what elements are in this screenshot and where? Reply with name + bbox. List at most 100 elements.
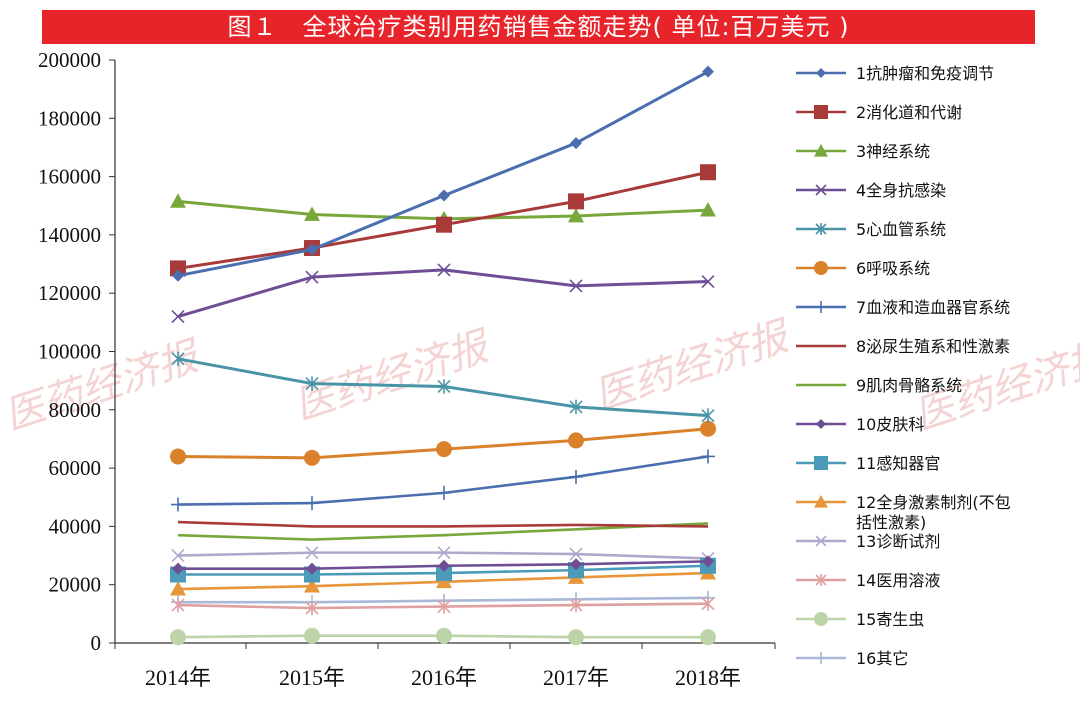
marker-diamond — [702, 555, 714, 568]
legend-label: 15寄生虫 — [856, 610, 924, 629]
data-point — [814, 612, 828, 626]
data-point — [437, 599, 451, 614]
data-point — [814, 144, 828, 157]
data-point — [701, 408, 715, 423]
y-tick-label: 40000 — [49, 514, 102, 538]
data-point — [815, 301, 827, 313]
data-point — [170, 581, 186, 596]
data-point — [306, 562, 318, 575]
legend-label: 6呼吸系统 — [856, 259, 930, 278]
marker-square — [436, 565, 452, 582]
marker-x — [171, 548, 185, 563]
marker-plus — [701, 449, 715, 464]
marker-square — [700, 164, 716, 181]
x-tick-label: 2017年 — [543, 665, 609, 690]
marker-triangle — [304, 206, 320, 221]
data-point — [569, 547, 583, 561]
marker-diamond — [172, 269, 184, 282]
data-point — [702, 555, 714, 568]
marker-circle — [568, 432, 584, 449]
y-tick-label: 20000 — [49, 573, 102, 597]
legend-label: 10皮肤科 — [856, 415, 924, 434]
marker-square — [568, 193, 584, 210]
legend: 1抗肿瘤和免疫调节 2消化道和代谢 3神经系统 4全身抗感染 5心血管系统 6呼吸系统 7血… — [796, 64, 1011, 668]
marker-circle — [304, 627, 320, 644]
legend-label: 2消化道和代谢 — [856, 103, 962, 122]
legend-label: 1抗肿瘤和免疫调节 — [856, 64, 994, 83]
data-point — [815, 574, 827, 586]
marker-star — [701, 408, 715, 423]
marker-star — [171, 351, 185, 366]
marker-star — [815, 223, 827, 235]
data-point — [814, 261, 828, 275]
marker-x — [305, 270, 319, 284]
marker-circle — [436, 627, 452, 644]
series-line — [177, 268, 709, 318]
marker-x — [437, 263, 451, 277]
marker-diamond — [438, 189, 450, 202]
marker-x — [569, 547, 583, 561]
marker-triangle — [170, 193, 186, 208]
marker-plus — [437, 485, 451, 500]
series-4 — [171, 263, 715, 324]
legend-item-1: 1抗肿瘤和免疫调节 — [796, 64, 994, 83]
legend-label: 14医用溶液 — [856, 571, 940, 590]
marker-star — [815, 574, 827, 586]
marker-triangle — [170, 581, 186, 596]
marker-x — [815, 184, 827, 196]
marker-triangle — [814, 144, 828, 157]
series-2 — [170, 164, 716, 277]
data-point — [172, 562, 184, 575]
data-point — [702, 65, 714, 78]
data-point — [815, 223, 827, 235]
legend-item-10: 10皮肤科 — [796, 415, 924, 434]
y-tick-label: 0 — [91, 631, 102, 655]
marker-plus — [569, 469, 583, 484]
legend-label: 7血液和造血器官系统 — [856, 298, 1010, 317]
data-point — [305, 600, 319, 616]
x-tick-label: 2015年 — [279, 665, 345, 690]
data-point — [305, 376, 319, 391]
data-point — [816, 419, 826, 429]
marker-star — [305, 376, 319, 391]
data-point — [814, 105, 828, 119]
data-point — [436, 441, 452, 458]
series-line — [177, 70, 709, 278]
marker-plus — [815, 301, 827, 313]
marker-circle — [814, 261, 828, 275]
marker-triangle — [568, 207, 584, 223]
data-point — [437, 379, 451, 394]
marker-circle — [436, 441, 452, 458]
legend-label: 12全身激素制剂(不包 — [856, 493, 1011, 512]
marker-x — [305, 546, 319, 560]
marker-x — [815, 535, 827, 547]
marker-diamond — [570, 137, 582, 150]
marker-plus — [815, 652, 827, 664]
data-point — [568, 207, 584, 223]
data-point — [568, 629, 584, 646]
data-point — [170, 260, 186, 277]
data-point — [814, 495, 828, 508]
data-point — [569, 597, 583, 613]
y-tick-label: 60000 — [49, 456, 102, 480]
legend-item-8: 8泌尿生殖系和性激素 — [796, 337, 1010, 356]
data-point — [815, 535, 827, 547]
marker-circle — [170, 629, 186, 646]
legend-label: 4全身抗感染 — [856, 181, 946, 200]
data-point — [306, 243, 318, 256]
legend-item-11: 11感知器官 — [796, 454, 940, 473]
marker-diamond — [570, 558, 582, 571]
marker-triangle — [700, 202, 716, 217]
marker-plus — [305, 496, 319, 511]
data-point — [436, 216, 452, 233]
series-1 — [172, 65, 714, 282]
marker-circle — [700, 420, 716, 437]
x-tick-label: 2018年 — [675, 665, 741, 690]
marker-star — [437, 379, 451, 394]
y-tick-label: 180000 — [38, 106, 101, 130]
series-9 — [177, 522, 709, 541]
marker-star — [171, 597, 185, 613]
chart-title: 图１ 全球治疗类别用药销售金额走势( 单位:百万美元 ) — [42, 10, 1035, 44]
data-point — [437, 485, 451, 500]
data-point — [701, 274, 715, 289]
